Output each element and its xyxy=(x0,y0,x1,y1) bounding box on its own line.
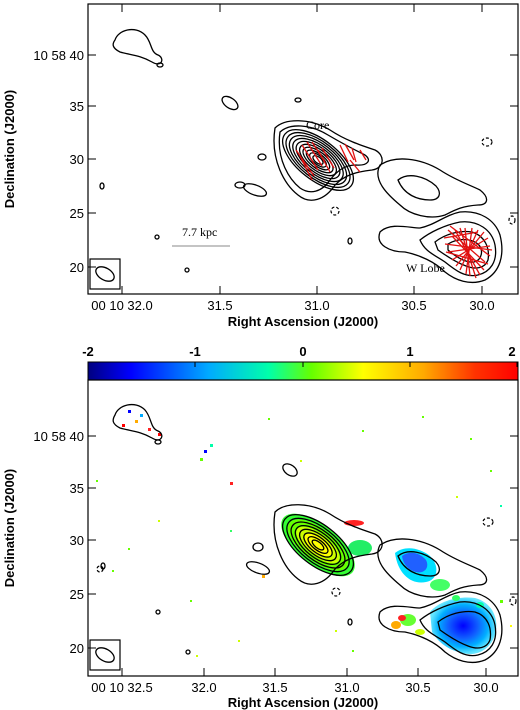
top-ra-tick-1: 31.5 xyxy=(207,298,232,313)
colorbar-tick-0: -2 xyxy=(82,344,94,359)
colorbar-tick-1: -1 xyxy=(189,344,201,359)
bottom-ra-tick-0: 00 10 32.5 xyxy=(91,680,152,695)
top-dec-tick-2: 30 xyxy=(70,152,84,167)
bottom-beam-ellipse xyxy=(95,647,115,663)
spectral-index-map xyxy=(96,410,512,657)
core-label: Core xyxy=(306,118,329,132)
top-ra-tick-2: 31.0 xyxy=(304,298,329,313)
colorbar-tick-2: 0 xyxy=(299,344,306,359)
top-plot-frame xyxy=(87,3,519,295)
top-ra-tick-4: 30.0 xyxy=(469,298,494,313)
top-dec-tick-1: 35 xyxy=(70,99,84,114)
bottom-plot-frame xyxy=(87,379,519,677)
top-panel: 10 58 40 35 30 25 20 00 10 32.0 31.5 31.… xyxy=(2,3,519,329)
scale-bar-label: 7.7 kpc xyxy=(182,225,217,239)
top-polarization-vectors xyxy=(295,141,493,279)
top-ra-tick-0: 00 10 32.0 xyxy=(91,298,152,313)
bottom-dec-tick-3: 25 xyxy=(70,587,84,602)
w-lobe-label: W Lobe xyxy=(406,261,445,275)
bottom-ra-tick-5: 30.0 xyxy=(473,680,498,695)
top-beam-ellipse xyxy=(95,266,115,282)
top-axis-ticks xyxy=(88,4,518,294)
bottom-dec-tick-0: 10 58 40 xyxy=(33,429,84,444)
colorbar: -2 -1 0 1 2 xyxy=(82,344,519,381)
top-dec-tick-4: 20 xyxy=(70,260,84,275)
bottom-axis-ticks xyxy=(88,435,518,676)
colorbar-tick-3: 1 xyxy=(406,344,413,359)
bottom-dec-tick-4: 20 xyxy=(70,641,84,656)
bottom-ra-tick-2: 31.5 xyxy=(262,680,287,695)
top-y-axis-title: Declination (J2000) xyxy=(2,90,17,209)
bottom-contours xyxy=(89,403,517,671)
bottom-dec-tick-2: 30 xyxy=(70,533,84,548)
top-contours xyxy=(89,28,516,290)
bottom-ra-tick-4: 30.5 xyxy=(405,680,430,695)
colorbar-tick-4: 2 xyxy=(508,344,515,359)
top-dec-tick-3: 25 xyxy=(70,206,84,221)
top-dec-tick-0: 10 58 40 xyxy=(33,48,84,63)
bottom-ra-tick-1: 32.0 xyxy=(191,680,216,695)
top-x-axis-title: Right Ascension (J2000) xyxy=(228,314,379,329)
top-beam-box xyxy=(89,258,121,290)
bottom-dec-tick-1: 35 xyxy=(70,481,84,496)
bottom-panel: 10 58 40 35 30 25 20 00 10 32.5 32.0 31.… xyxy=(2,379,519,710)
bottom-y-axis-title: Declination (J2000) xyxy=(2,469,17,588)
bottom-ra-tick-3: 31.0 xyxy=(334,680,359,695)
bottom-beam-box xyxy=(89,639,121,671)
top-ra-tick-3: 30.5 xyxy=(401,298,426,313)
bottom-x-axis-title: Right Ascension (J2000) xyxy=(228,695,379,710)
